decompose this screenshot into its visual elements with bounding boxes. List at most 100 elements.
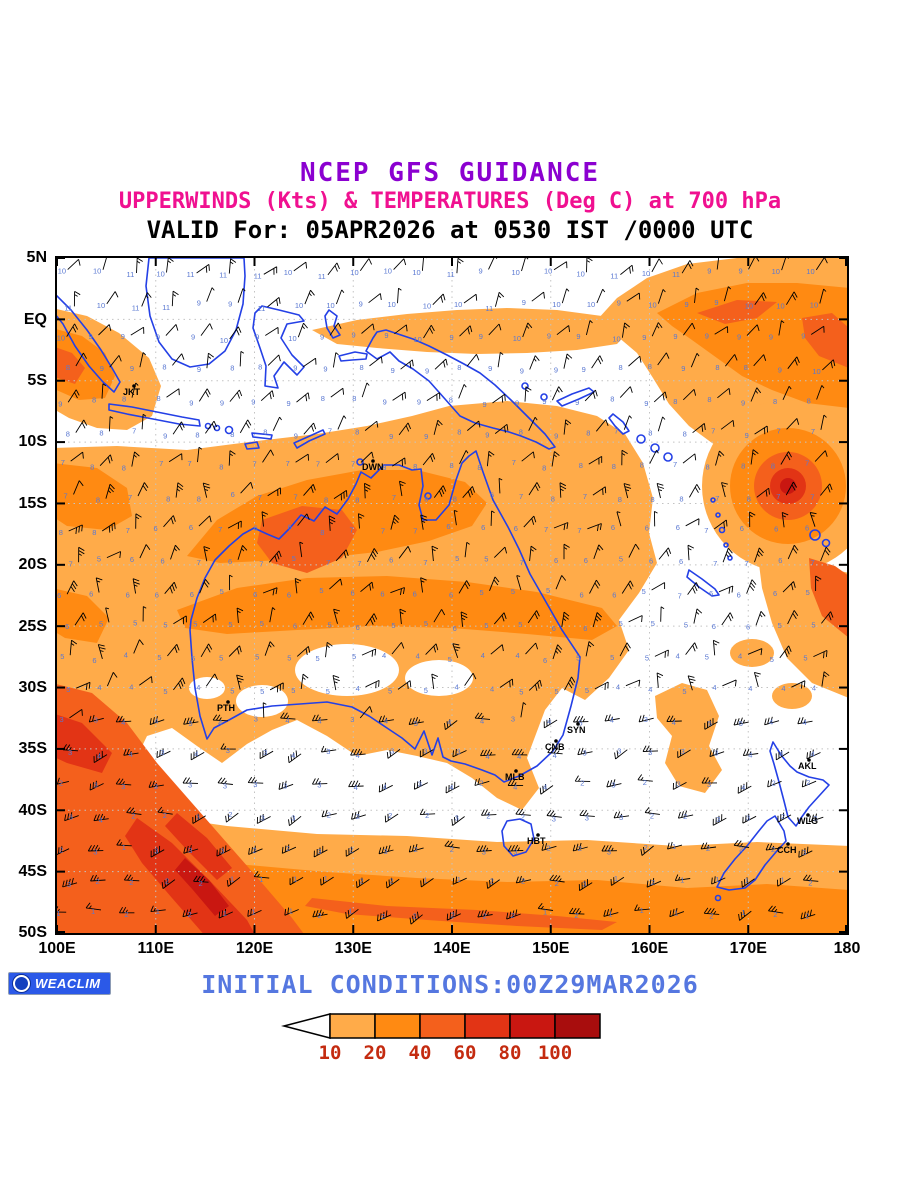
- temperature-value: 9: [554, 432, 558, 441]
- wind-barb: [797, 717, 813, 725]
- temperature-value: 8: [320, 528, 324, 537]
- temperature-value: 9: [391, 367, 395, 376]
- wind-barb: [350, 749, 366, 757]
- colorbar-segment: [419, 1013, 466, 1040]
- temperature-value: 3: [617, 747, 621, 756]
- wind-barb: [452, 749, 467, 758]
- wind-barb: [325, 642, 333, 658]
- wind-barb: [717, 388, 731, 399]
- temperature-value: 9: [488, 365, 492, 374]
- wind-barb: [781, 258, 789, 271]
- wind-barb: [289, 877, 304, 886]
- temperature-value: 6: [293, 622, 297, 631]
- temperature-value: 9: [320, 333, 324, 342]
- wind-barb: [499, 679, 514, 689]
- wind-barb: [262, 702, 267, 719]
- temperature-value: 10: [772, 267, 780, 276]
- temperature-value: 2: [96, 877, 100, 886]
- temperature-value: 8: [324, 496, 328, 505]
- temperature-value: 4: [97, 752, 101, 761]
- wind-barb: [139, 544, 151, 559]
- wind-barb: [529, 355, 540, 371]
- wind-barb: [520, 702, 527, 718]
- wind-barb: [62, 878, 78, 888]
- temperature-value: 4: [383, 783, 387, 792]
- temperature-value: 10: [295, 301, 303, 310]
- coast-island: [650, 443, 660, 454]
- wind-barb: [267, 354, 281, 367]
- wind-barb: [393, 258, 407, 271]
- temperature-value: 6: [740, 524, 744, 533]
- wind-barb: [119, 907, 135, 914]
- temperature-value: 10: [423, 302, 431, 311]
- wind-barb: [591, 355, 604, 369]
- wind-barb: [419, 808, 436, 816]
- temperature-value: 2: [286, 845, 290, 854]
- temperature-value: 7: [810, 493, 814, 502]
- wind-barb: [621, 450, 628, 466]
- temperature-value: 2: [555, 879, 559, 888]
- temperature-value: 8: [99, 429, 103, 438]
- wind-barb: [109, 355, 122, 368]
- wind-barb: [714, 520, 728, 530]
- wind-barb: [619, 386, 633, 399]
- temperature-value: 2: [739, 845, 743, 854]
- temperature-value: 6: [583, 624, 587, 633]
- temperature-value: 9: [547, 332, 551, 341]
- wind-barb: [733, 717, 749, 726]
- temperature-value: 5: [326, 687, 330, 696]
- wind-barb: [168, 453, 183, 463]
- colorbar-tick-label: 10: [319, 1042, 342, 1064]
- temperature-value: 2: [805, 912, 809, 921]
- wind-barb: [492, 394, 506, 404]
- wind-barb: [764, 717, 780, 726]
- wind-barb: [101, 383, 107, 400]
- temperature-value: 7: [583, 492, 587, 501]
- temperature-value: 10: [220, 336, 228, 345]
- temperature-value: 3: [582, 880, 586, 889]
- temperature-value: 3: [160, 749, 164, 758]
- wind-barb: [57, 846, 70, 856]
- temperature-value: 10: [612, 335, 620, 344]
- temperature-value: 8: [258, 363, 262, 372]
- wind-barb: [785, 482, 798, 496]
- weather-map-canvas: 10 10 11 10 11 11 11 10 11 10 10 10 11 9 10 10 10 11 10 11 9…: [57, 258, 847, 934]
- wind-barb: [173, 615, 187, 625]
- temperature-value: 3: [283, 782, 287, 791]
- wind-barb: [820, 547, 831, 562]
- temperature-value: 9: [323, 365, 327, 374]
- temperature-value: 3: [196, 813, 200, 822]
- temperature-value: 3: [418, 780, 422, 789]
- wind-barb: [753, 354, 767, 367]
- wind-barb: [73, 291, 81, 307]
- wind-barb: [66, 580, 78, 595]
- wind-barb: [357, 513, 365, 529]
- wind-barb: [451, 815, 465, 827]
- lat-label: EQ: [23, 310, 47, 328]
- temperature-value: 5: [97, 555, 101, 564]
- wind-barb: [653, 511, 658, 527]
- station-label: AKL: [798, 761, 817, 771]
- temperature-value: 3: [644, 716, 648, 725]
- temperature-value: 10: [97, 301, 105, 310]
- wind-barb: [563, 419, 572, 436]
- wind-barb: [293, 262, 308, 272]
- temperature-value: 9: [197, 299, 201, 308]
- temperature-value: 8: [715, 364, 719, 373]
- temperature-value: 9: [642, 334, 646, 343]
- temperature-value: 4: [291, 751, 295, 760]
- coast-island: [356, 458, 364, 467]
- wind-barb: [462, 486, 476, 499]
- wind-barb: [229, 326, 242, 340]
- wind-barb: [366, 548, 379, 563]
- wind-barb: [815, 575, 822, 592]
- wind-barb: [638, 715, 654, 723]
- wind-barb: [329, 579, 343, 590]
- wind-barb: [459, 450, 469, 465]
- temperature-value: 9: [389, 432, 393, 441]
- wind-barb: [777, 878, 791, 887]
- wind-barb: [791, 680, 806, 689]
- station-label: WLG: [797, 816, 818, 826]
- wind-barb: [378, 845, 394, 855]
- wind-barb: [297, 513, 310, 527]
